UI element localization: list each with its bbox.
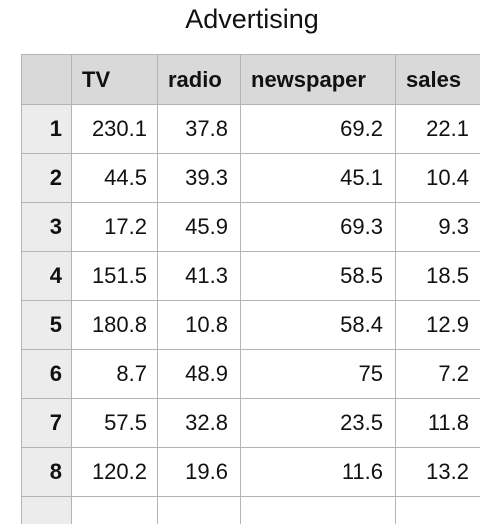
table-row: 6 8.7 48.9 75 7.2 xyxy=(22,350,481,399)
cell-newspaper[interactable]: 58.5 xyxy=(241,252,396,301)
cell-newspaper[interactable]: 45.1 xyxy=(241,154,396,203)
cell-newspaper[interactable]: 69.3 xyxy=(241,203,396,252)
table-row: 3 17.2 45.9 69.3 9.3 xyxy=(22,203,481,252)
cell-tv[interactable]: 44.5 xyxy=(72,154,158,203)
cell-radio[interactable]: 48.9 xyxy=(158,350,241,399)
cell-tv[interactable] xyxy=(72,497,158,524)
cell-sales[interactable]: 18.5 xyxy=(396,252,481,301)
cell-newspaper[interactable]: 23.5 xyxy=(241,399,396,448)
cell-newspaper[interactable]: 11.6 xyxy=(241,448,396,497)
cell-newspaper[interactable]: 75 xyxy=(241,350,396,399)
spreadsheet-grid: TV radio newspaper sales 1 230.1 37.8 69… xyxy=(21,54,480,524)
cell-radio[interactable] xyxy=(158,497,241,524)
row-index[interactable]: 2 xyxy=(22,154,72,203)
cell-sales[interactable]: 13.2 xyxy=(396,448,481,497)
table-row: 4 151.5 41.3 58.5 18.5 xyxy=(22,252,481,301)
cell-sales[interactable]: 12.9 xyxy=(396,301,481,350)
cell-radio[interactable]: 39.3 xyxy=(158,154,241,203)
table-row: 8 120.2 19.6 11.6 13.2 xyxy=(22,448,481,497)
cell-tv[interactable]: 17.2 xyxy=(72,203,158,252)
cell-newspaper[interactable] xyxy=(241,497,396,524)
column-header-sales[interactable]: sales xyxy=(396,55,481,105)
row-index[interactable]: 8 xyxy=(22,448,72,497)
cell-tv[interactable]: 151.5 xyxy=(72,252,158,301)
cell-radio[interactable]: 37.8 xyxy=(158,105,241,154)
table-row: 1 230.1 37.8 69.2 22.1 xyxy=(22,105,481,154)
column-header-tv[interactable]: TV xyxy=(72,55,158,105)
cell-sales[interactable]: 10.4 xyxy=(396,154,481,203)
cell-sales[interactable] xyxy=(396,497,481,524)
cell-sales[interactable]: 22.1 xyxy=(396,105,481,154)
row-index[interactable]: 1 xyxy=(22,105,72,154)
cell-sales[interactable]: 7.2 xyxy=(396,350,481,399)
header-row: TV radio newspaper sales xyxy=(22,55,481,105)
cell-tv[interactable]: 180.8 xyxy=(72,301,158,350)
table-row: 5 180.8 10.8 58.4 12.9 xyxy=(22,301,481,350)
cell-tv[interactable]: 230.1 xyxy=(72,105,158,154)
row-index[interactable]: 3 xyxy=(22,203,72,252)
table-row xyxy=(22,497,481,524)
cell-tv[interactable]: 120.2 xyxy=(72,448,158,497)
cell-tv[interactable]: 8.7 xyxy=(72,350,158,399)
cell-sales[interactable]: 9.3 xyxy=(396,203,481,252)
cell-radio[interactable]: 41.3 xyxy=(158,252,241,301)
cell-radio[interactable]: 10.8 xyxy=(158,301,241,350)
cell-newspaper[interactable]: 58.4 xyxy=(241,301,396,350)
cell-radio[interactable]: 19.6 xyxy=(158,448,241,497)
cell-tv[interactable]: 57.5 xyxy=(72,399,158,448)
data-table: TV radio newspaper sales 1 230.1 37.8 69… xyxy=(21,54,480,524)
row-index[interactable]: 4 xyxy=(22,252,72,301)
row-index[interactable] xyxy=(22,497,72,524)
cell-newspaper[interactable]: 69.2 xyxy=(241,105,396,154)
table-row: 2 44.5 39.3 45.1 10.4 xyxy=(22,154,481,203)
row-index[interactable]: 6 xyxy=(22,350,72,399)
corner-cell[interactable] xyxy=(22,55,72,105)
sheet-title: Advertising xyxy=(0,0,504,38)
cell-sales[interactable]: 11.8 xyxy=(396,399,481,448)
row-index[interactable]: 5 xyxy=(22,301,72,350)
table-row: 7 57.5 32.8 23.5 11.8 xyxy=(22,399,481,448)
cell-radio[interactable]: 32.8 xyxy=(158,399,241,448)
column-header-newspaper[interactable]: newspaper xyxy=(241,55,396,105)
cell-radio[interactable]: 45.9 xyxy=(158,203,241,252)
row-index[interactable]: 7 xyxy=(22,399,72,448)
column-header-radio[interactable]: radio xyxy=(158,55,241,105)
